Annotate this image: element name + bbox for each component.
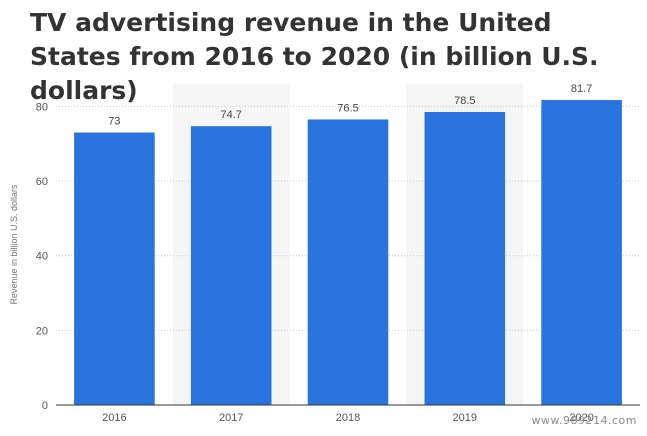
y-tick-label: 20 (36, 325, 48, 337)
y-tick-label: 80 (36, 101, 48, 113)
bar-2020 (541, 100, 622, 406)
y-tick-label: 0 (42, 400, 48, 412)
watermark: www.989214.com (531, 414, 637, 427)
chart-title: TV advertising revenue in the United Sta… (30, 8, 599, 105)
x-tick-label: 2017 (219, 412, 243, 424)
y-axis-label: Revenue in billion U.S. dollars (9, 184, 19, 305)
data-label: 73 (108, 116, 120, 128)
data-label: 81.7 (571, 83, 592, 95)
x-tick-label: 2018 (336, 412, 360, 424)
data-label: 76.5 (337, 102, 358, 114)
y-tick-label: 60 (36, 176, 48, 188)
data-label: 74.7 (220, 109, 241, 121)
x-tick-label: 2020 (569, 412, 593, 424)
data-label: 78.5 (454, 95, 475, 107)
x-tick-label: 2016 (102, 412, 126, 424)
x-tick-label: 2019 (453, 412, 477, 424)
bar-2018 (307, 119, 389, 406)
bar-2019 (424, 111, 506, 405)
y-tick-label: 40 (36, 251, 48, 263)
bar-2016 (74, 132, 155, 405)
bar-2017 (190, 126, 272, 405)
